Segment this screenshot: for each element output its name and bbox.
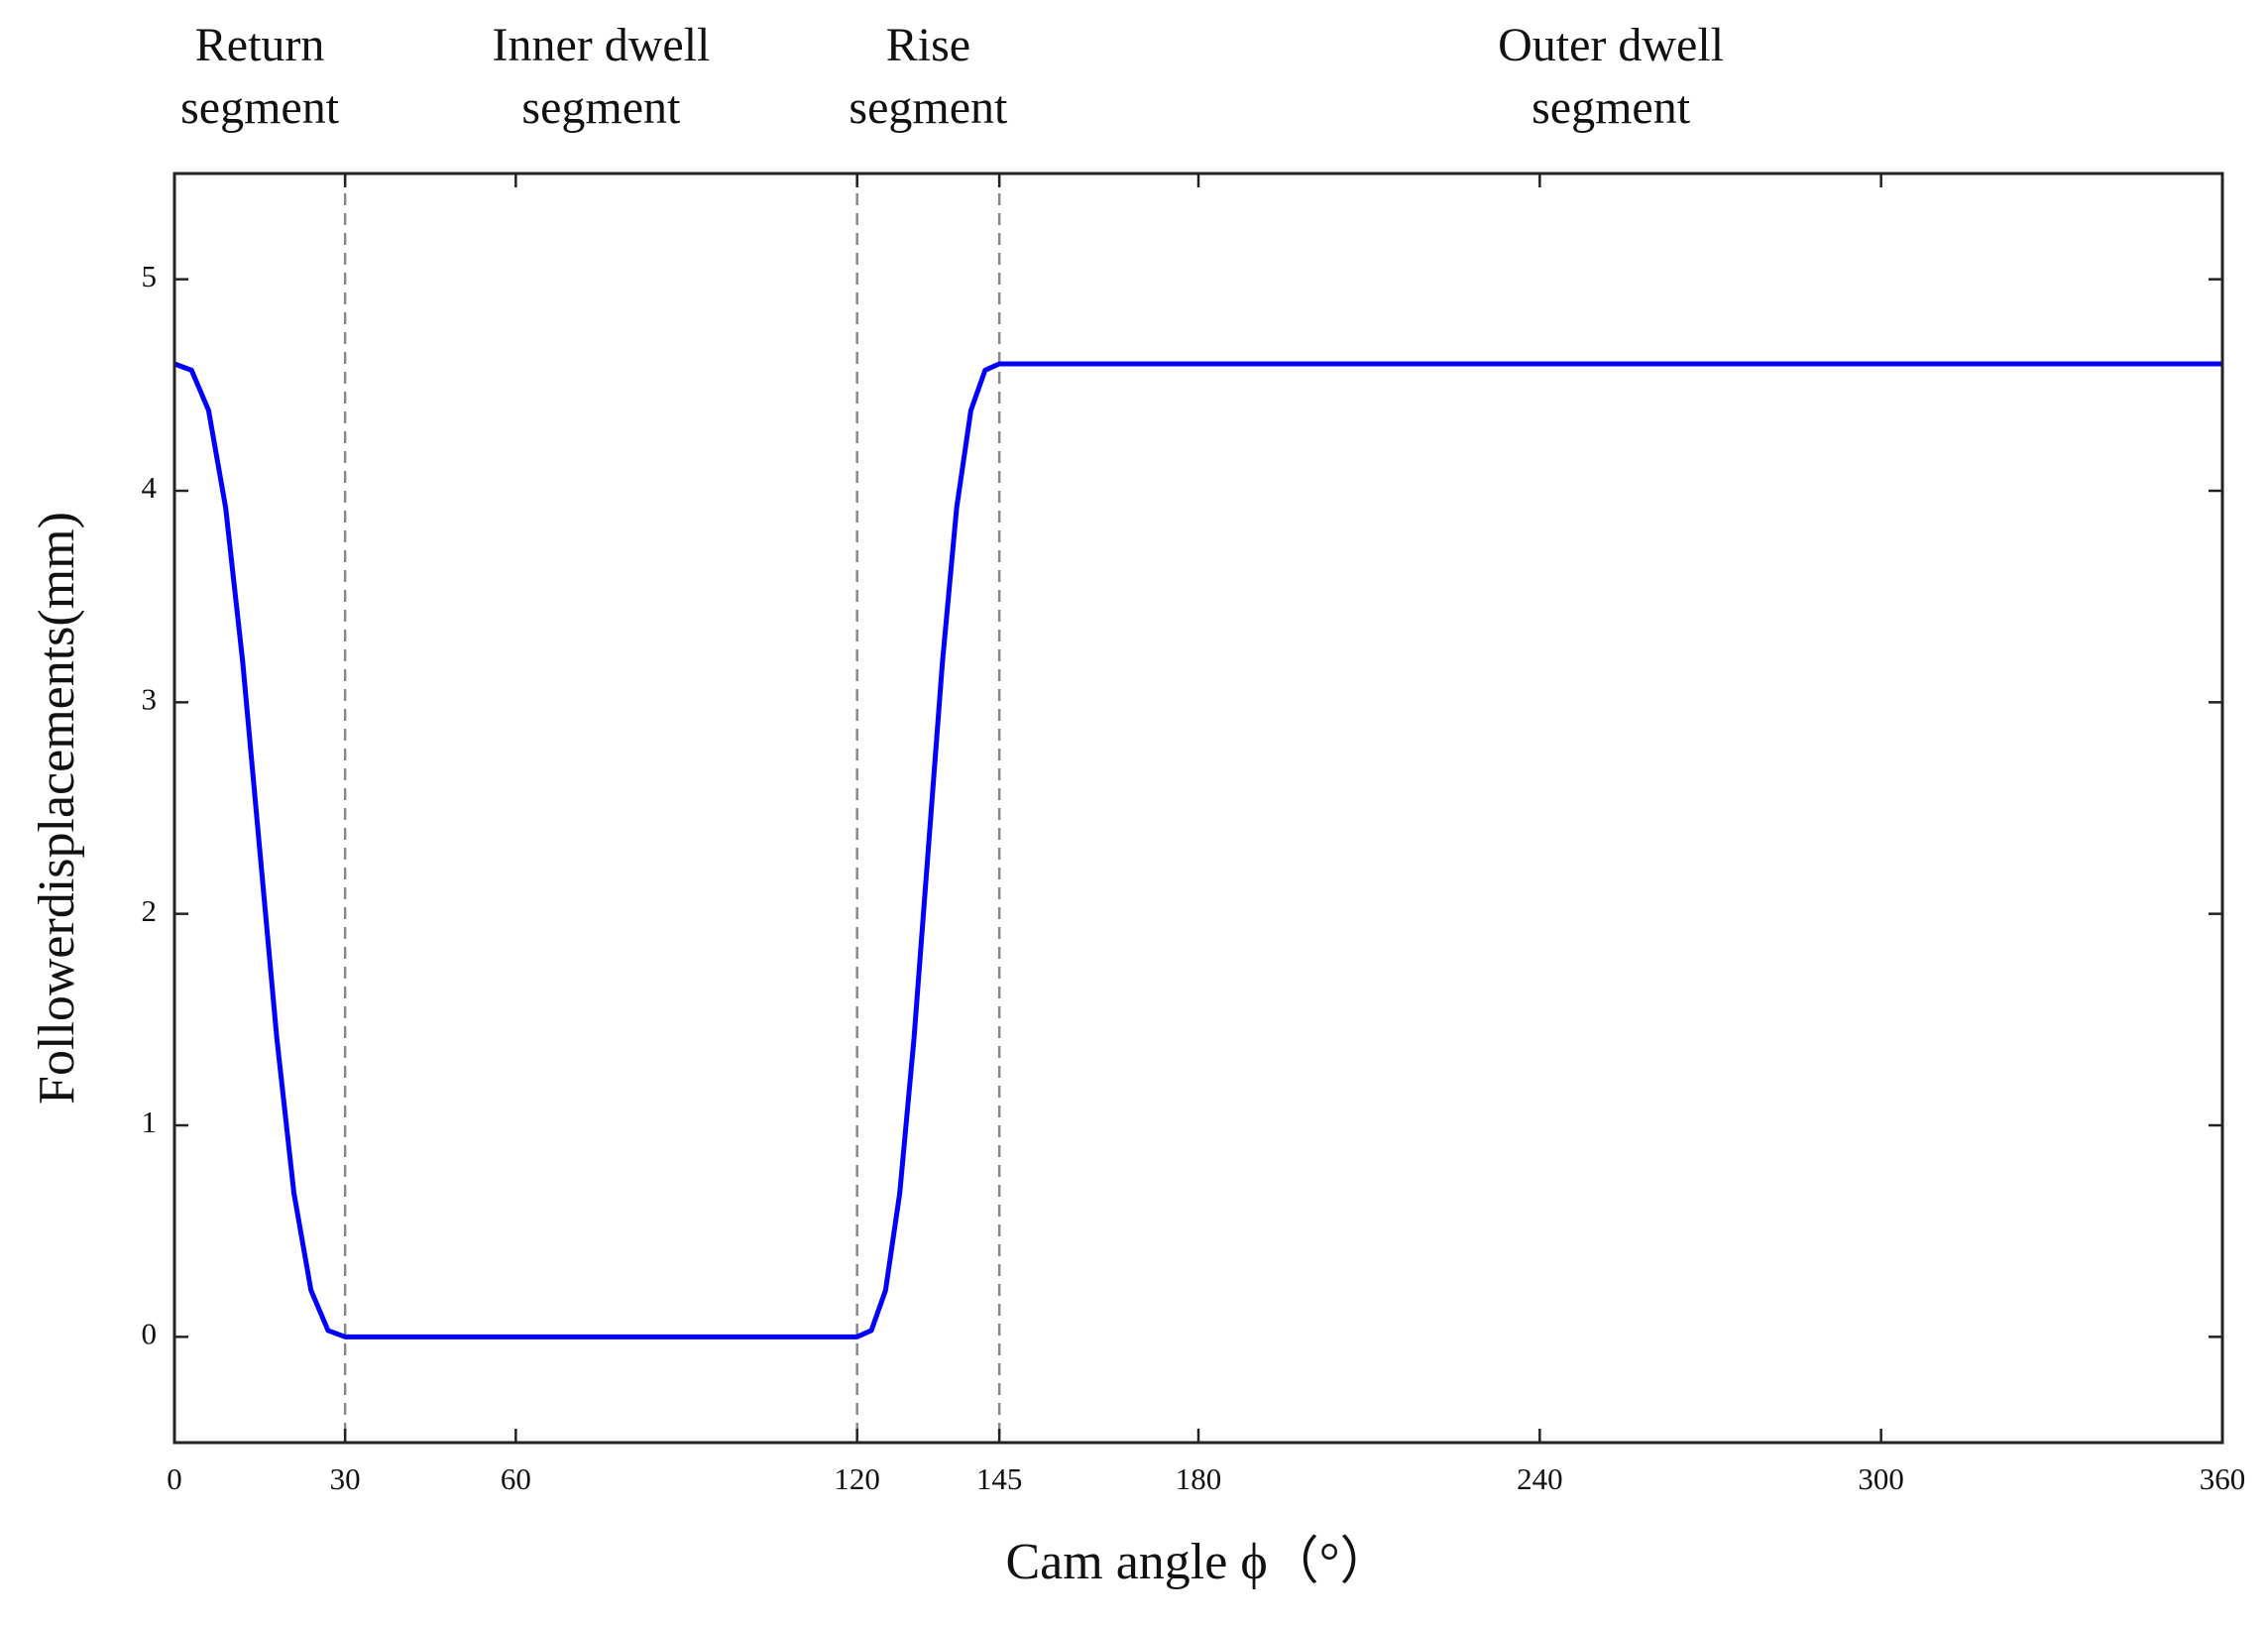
curve bbox=[173, 361, 2222, 1339]
x-tick-label: 180 bbox=[1176, 1461, 1222, 1496]
y-tick-label: 1 bbox=[142, 1105, 158, 1139]
segment-label: segment bbox=[521, 81, 681, 134]
y-tick-label: 3 bbox=[142, 681, 158, 716]
y-tick-label: 4 bbox=[142, 470, 158, 505]
x-tick-label: 30 bbox=[330, 1461, 361, 1496]
segment-label: segment bbox=[849, 81, 1008, 134]
x-axis-label: Cam angle ϕ（°） bbox=[1006, 1534, 1392, 1590]
segment-label: Rise bbox=[886, 19, 970, 71]
x-tick-label: 0 bbox=[167, 1461, 182, 1496]
segment-label: Return bbox=[195, 19, 325, 71]
y-tick-label: 2 bbox=[142, 893, 158, 928]
x-tick-label: 120 bbox=[834, 1461, 880, 1496]
y-tick-label: 5 bbox=[142, 259, 158, 293]
plot-frame bbox=[172, 172, 2224, 1445]
y-tick-label: 0 bbox=[142, 1316, 158, 1350]
x-tick-label: 300 bbox=[1858, 1461, 1904, 1496]
y-axis-label: Followerdisplacements(mm) bbox=[29, 512, 85, 1105]
segment-label: Outer dwell bbox=[1498, 19, 1724, 71]
segment-label: Inner dwell bbox=[492, 19, 710, 71]
x-tick-label: 145 bbox=[976, 1461, 1023, 1496]
x-tick-label: 60 bbox=[501, 1461, 531, 1496]
x-tick-label: 360 bbox=[2200, 1461, 2246, 1496]
segment-label: segment bbox=[180, 81, 340, 134]
x-tick-label: 240 bbox=[1517, 1461, 1563, 1496]
segment-label: segment bbox=[1531, 81, 1691, 134]
